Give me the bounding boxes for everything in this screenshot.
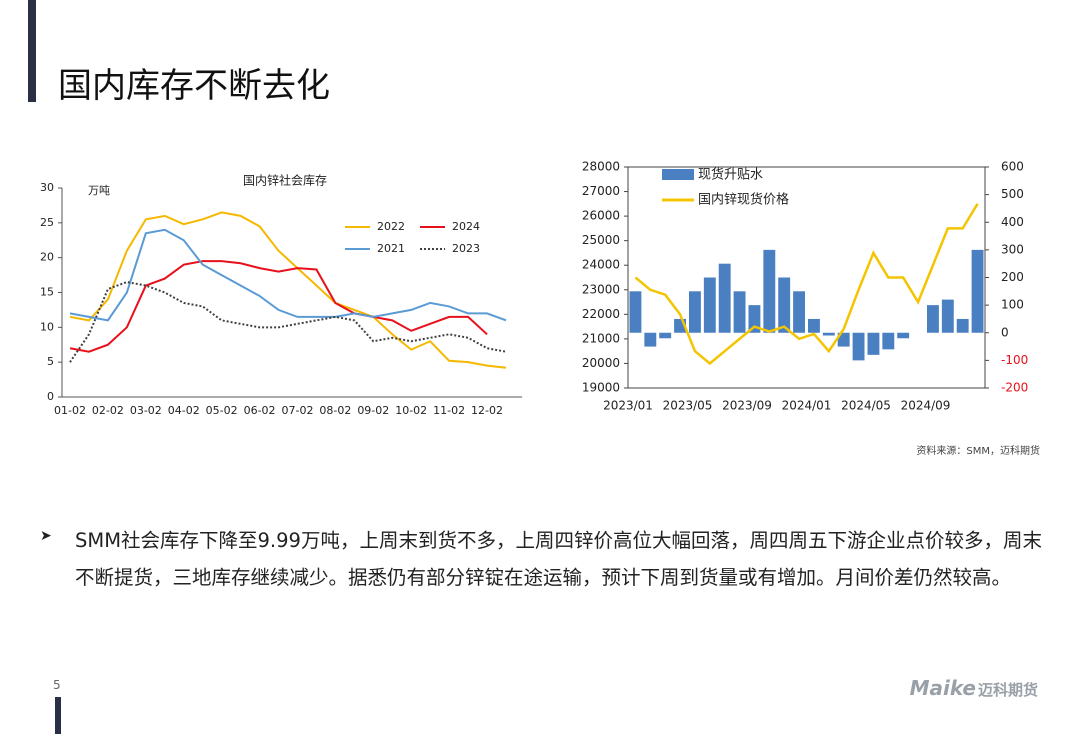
- y-tick-label: 19000: [582, 381, 620, 395]
- bar: [926, 305, 939, 333]
- legend-label: 现货升贴水: [698, 167, 763, 183]
- y-tick-label: 15: [40, 286, 54, 299]
- y-tick-label: 0: [47, 390, 54, 403]
- legend-label: 2023: [452, 242, 480, 255]
- x-tick-label: 2023/01: [603, 399, 653, 413]
- y-tick-label: 21000: [582, 331, 620, 345]
- series-line: [69, 211, 507, 369]
- bullet-icon: ➤: [40, 528, 52, 544]
- y2-tick-label: 200: [1001, 270, 1024, 284]
- bar: [941, 299, 954, 333]
- x-tick-label: 07-02: [281, 404, 313, 417]
- legend-label: 国内锌现货价格: [698, 192, 789, 208]
- bar: [718, 263, 731, 333]
- y-tick-label: 24000: [582, 258, 620, 272]
- y2-tick-label: 0: [1001, 325, 1009, 339]
- bar: [659, 332, 672, 339]
- x-tick-label: 12-02: [471, 404, 503, 417]
- bar: [956, 318, 969, 333]
- y2-tick-label: 500: [1001, 187, 1024, 201]
- series-line: [634, 203, 979, 366]
- series-line: [69, 228, 507, 322]
- y-tick-label: 27000: [582, 184, 620, 198]
- x-tick-label: 2024/01: [782, 399, 832, 413]
- legend-swatch: [662, 169, 694, 180]
- y-tick-label: 28000: [582, 160, 620, 174]
- y-tick-label: 25: [40, 216, 54, 229]
- y2-tick-label: -200: [1001, 381, 1028, 395]
- y-tick-label: 25000: [582, 233, 620, 247]
- y2-tick-label: 100: [1001, 298, 1024, 312]
- source-note: 资料来源：SMM，迈科期货: [916, 446, 1040, 457]
- slide-title: 国内库存不断去化: [58, 66, 330, 106]
- x-tick-label: 01-02: [54, 404, 86, 417]
- bar: [674, 318, 687, 333]
- y-tick-label: 20: [40, 251, 54, 264]
- chart-title: 国内锌社会库存: [243, 173, 327, 188]
- bar: [897, 332, 910, 339]
- y2-tick-label: 600: [1001, 160, 1024, 174]
- bar: [807, 318, 820, 333]
- bar: [703, 277, 716, 333]
- y-tick-label: 22000: [582, 307, 620, 321]
- y-tick-label: 10: [40, 320, 54, 333]
- bar: [629, 291, 642, 333]
- logo-text: Maike: [909, 676, 976, 700]
- legend-label: 2022: [377, 220, 405, 233]
- y2-tick-label: 300: [1001, 242, 1024, 256]
- accent-bar: [55, 697, 61, 734]
- bar: [644, 332, 657, 347]
- x-tick-label: 02-02: [92, 404, 124, 417]
- logo-text: 迈科期货: [977, 681, 1038, 699]
- bar: [822, 332, 835, 336]
- x-tick-label: 10-02: [395, 404, 427, 417]
- bar: [852, 332, 865, 361]
- legend-label: 2024: [452, 220, 480, 233]
- y2-tick-label: -100: [1001, 353, 1028, 367]
- axis-unit: 万吨: [88, 184, 110, 197]
- bar: [971, 249, 984, 333]
- y-tick-label: 30: [40, 181, 54, 194]
- x-tick-label: 05-02: [206, 404, 238, 417]
- series-line: [69, 281, 507, 363]
- accent-bar: [28, 0, 36, 102]
- x-tick-label: 2023/05: [663, 399, 713, 413]
- x-tick-label: 08-02: [319, 404, 351, 417]
- legend-label: 2021: [377, 242, 405, 255]
- y-tick-label: 23000: [582, 282, 620, 296]
- series-line: [69, 260, 488, 353]
- bar: [763, 249, 776, 333]
- y-tick-label: 5: [47, 355, 54, 368]
- bar: [793, 291, 806, 333]
- y-tick-label: 20000: [582, 356, 620, 370]
- bar: [748, 305, 761, 333]
- bar: [733, 291, 746, 333]
- x-tick-label: 03-02: [130, 404, 162, 417]
- x-tick-label: 2024/05: [841, 399, 891, 413]
- bullet-text: SMM社会库存下降至9.99万吨，上周末到货不多，上周四锌价高位大幅回落，周四周…: [75, 529, 1042, 589]
- bar: [688, 291, 701, 333]
- x-tick-label: 04-02: [168, 404, 200, 417]
- x-tick-label: 2024/09: [901, 399, 951, 413]
- x-tick-label: 2023/09: [722, 399, 772, 413]
- y2-tick-label: 400: [1001, 215, 1024, 229]
- y-tick-label: 26000: [582, 209, 620, 223]
- x-tick-label: 09-02: [357, 404, 389, 417]
- bar: [882, 332, 895, 350]
- page-number: 5: [53, 678, 61, 692]
- logo: Maike 迈科期货: [910, 676, 1038, 700]
- bar: [837, 332, 850, 347]
- bar: [778, 277, 791, 333]
- x-tick-label: 11-02: [433, 404, 465, 417]
- x-tick-label: 06-02: [244, 404, 276, 417]
- bar: [867, 332, 880, 355]
